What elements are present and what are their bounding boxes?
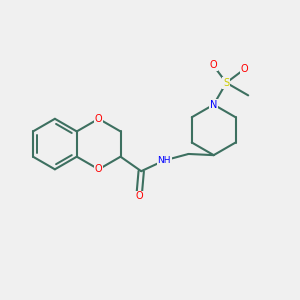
Text: O: O [95, 164, 103, 174]
Text: S: S [223, 78, 230, 88]
Text: NH: NH [158, 156, 171, 165]
Text: O: O [135, 191, 143, 201]
Text: O: O [240, 64, 248, 74]
Text: N: N [210, 100, 218, 110]
Text: O: O [95, 114, 103, 124]
Text: O: O [209, 60, 217, 70]
